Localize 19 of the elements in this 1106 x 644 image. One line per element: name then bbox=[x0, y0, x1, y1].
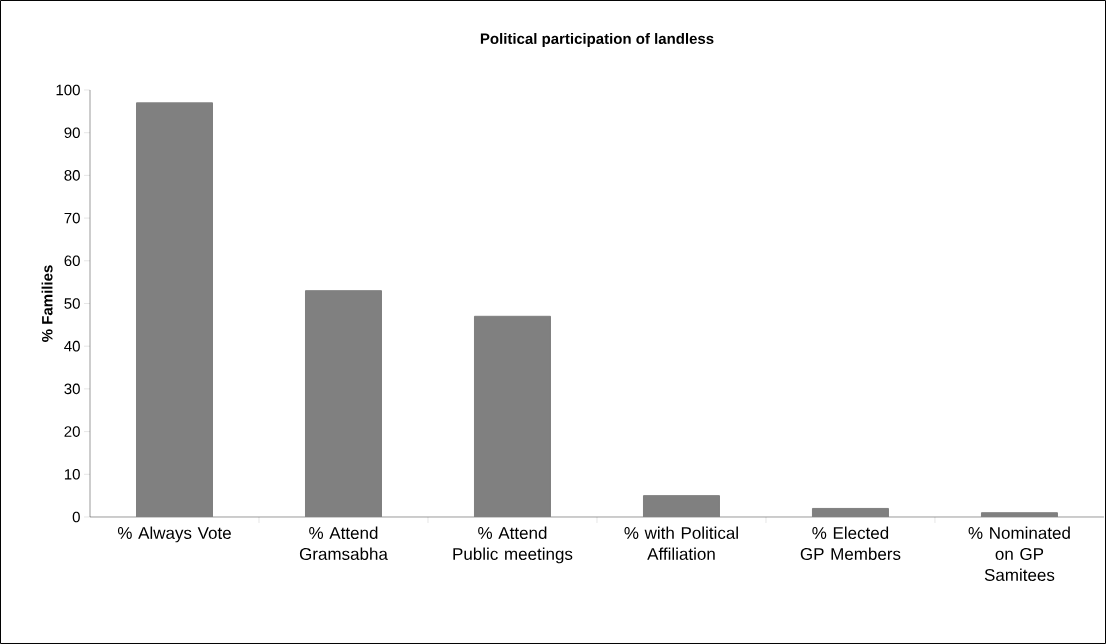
y-tick-label: 90 bbox=[64, 127, 80, 138]
y-tick-label: 0 bbox=[72, 511, 80, 523]
x-tick-label: % Always Vote bbox=[117, 526, 231, 543]
y-axis-title: % Families bbox=[41, 265, 53, 342]
x-tick-label: % Nominated on GP Samitees bbox=[968, 526, 1070, 582]
x-tick-label: % Attend Gramsabha bbox=[299, 526, 388, 561]
y-tick-label: 70 bbox=[64, 212, 80, 224]
y-tick-label: 80 bbox=[64, 170, 80, 181]
chart-title: Political participation of landless bbox=[480, 33, 714, 47]
y-tick-label: 60 bbox=[64, 255, 80, 267]
x-tick-label: % with Political Affiliation bbox=[624, 526, 738, 561]
x-tick-label: % Elected GP Members bbox=[800, 526, 901, 561]
y-tick-label: 40 bbox=[64, 340, 80, 352]
y-tick-label: 20 bbox=[64, 426, 80, 437]
y-tick-label: 30 bbox=[64, 383, 80, 395]
y-tick-label: 50 bbox=[64, 298, 80, 309]
x-tick-label: % Attend Public meetings bbox=[453, 526, 573, 564]
y-tick-label: 10 bbox=[64, 468, 80, 480]
y-tick-label: 100 bbox=[56, 84, 80, 96]
